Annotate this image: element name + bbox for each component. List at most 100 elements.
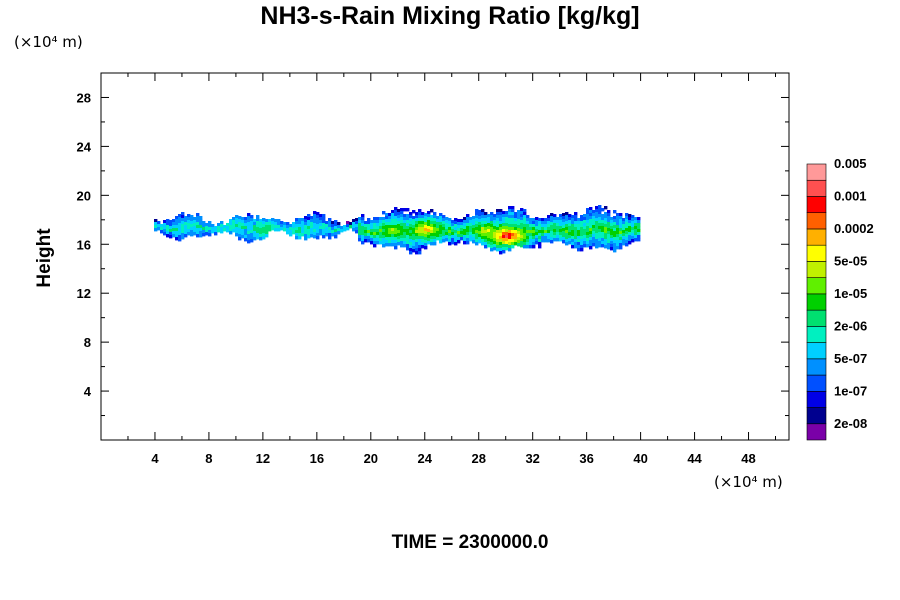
field-cell <box>409 230 413 234</box>
field-cell <box>637 223 641 227</box>
x-axis: 4 8 12 16 20 24 28 32 36 40 44 48 <box>127 73 777 466</box>
x-tick-label: 16 <box>310 451 324 466</box>
field-cell <box>370 226 374 230</box>
field-cell <box>421 227 425 231</box>
field-cell <box>619 243 623 247</box>
field-cell <box>286 222 290 226</box>
field-cell <box>169 232 173 236</box>
field-cell <box>583 244 587 248</box>
field-cell <box>499 251 503 255</box>
field-cell <box>346 227 350 231</box>
colorbar: 2e-08 1e-07 5e-07 2e-06 1e-05 5e-05 0.0002 0.00… <box>806 156 874 441</box>
field-cell <box>223 225 227 229</box>
field-cell <box>526 233 530 237</box>
field-cell <box>412 222 416 226</box>
field-cell <box>433 224 437 228</box>
field-cell <box>637 220 641 224</box>
field-cell <box>256 233 260 237</box>
field-cell <box>325 233 329 237</box>
field-cell <box>367 221 371 225</box>
field-cell <box>199 228 203 232</box>
field-cell <box>634 229 638 233</box>
field-cell <box>358 229 362 233</box>
field-cell <box>247 234 251 238</box>
field-cell <box>253 231 257 235</box>
field-cell <box>574 242 578 246</box>
field-cell <box>535 220 539 224</box>
field-cell <box>592 225 596 229</box>
field-cell <box>592 222 596 226</box>
field-cell <box>499 236 503 240</box>
field-cell <box>550 216 554 220</box>
field-cell <box>355 227 359 231</box>
field-cell <box>397 242 401 246</box>
field-cell <box>535 241 539 245</box>
field-cell <box>604 224 608 228</box>
field-cell <box>298 236 302 240</box>
field-cell <box>541 233 545 237</box>
field-cell <box>232 217 236 221</box>
field-cell <box>514 212 518 216</box>
field-cell <box>538 227 542 231</box>
field-cell <box>364 236 368 240</box>
field-cell <box>313 220 317 224</box>
field-cell <box>598 220 602 224</box>
field-cell <box>511 221 515 225</box>
field-cell <box>430 224 434 228</box>
field-cell <box>397 221 401 225</box>
field-cell <box>367 239 371 243</box>
field-cell <box>532 233 536 237</box>
x-tick-label: 8 <box>205 451 212 466</box>
field-cell <box>514 218 518 222</box>
y-axis-units: (×10⁴ m) <box>14 33 83 51</box>
field-cell <box>388 234 392 238</box>
field-cell <box>424 225 428 229</box>
field-cell <box>607 243 611 247</box>
field-cell <box>259 234 263 238</box>
field-cell <box>463 217 467 221</box>
field-cell <box>439 240 443 244</box>
field-cell <box>379 217 383 221</box>
field-cell <box>256 221 260 225</box>
field-cell <box>268 222 272 226</box>
field-cell <box>421 242 425 246</box>
field-cell <box>388 231 392 235</box>
field-cell <box>502 220 506 224</box>
y-tick-label: 24 <box>77 139 92 154</box>
field-cell <box>262 233 266 237</box>
field-cell <box>592 234 596 238</box>
field-cell <box>298 230 302 234</box>
field-cell <box>430 218 434 222</box>
field-cell <box>496 239 500 243</box>
field-cell <box>412 210 416 214</box>
field-cell <box>517 210 521 214</box>
field-cell <box>388 225 392 229</box>
field-cell <box>307 217 311 221</box>
field-cell <box>187 226 191 230</box>
field-cell <box>373 232 377 236</box>
field-cell <box>568 235 572 239</box>
field-cell <box>340 226 344 230</box>
field-cell <box>415 248 419 252</box>
field-cell <box>241 223 245 227</box>
field-cell <box>409 248 413 252</box>
field-cell <box>499 233 503 237</box>
field-cell <box>607 231 611 235</box>
field-cell <box>604 206 608 210</box>
field-cell <box>421 224 425 228</box>
field-cell <box>607 246 611 250</box>
field-cell <box>472 216 476 220</box>
field-cell <box>580 239 584 243</box>
field-cell <box>466 217 470 221</box>
field-cell <box>256 215 260 219</box>
field-cell <box>385 213 389 217</box>
field-cell <box>319 226 323 230</box>
field-cell <box>247 225 251 229</box>
field-cell <box>196 216 200 220</box>
field-cell <box>568 241 572 245</box>
field-cell <box>466 232 470 236</box>
field-cell <box>241 226 245 230</box>
x-tick-label: 20 <box>364 451 378 466</box>
field-cell <box>394 237 398 241</box>
field-cell <box>346 224 350 228</box>
